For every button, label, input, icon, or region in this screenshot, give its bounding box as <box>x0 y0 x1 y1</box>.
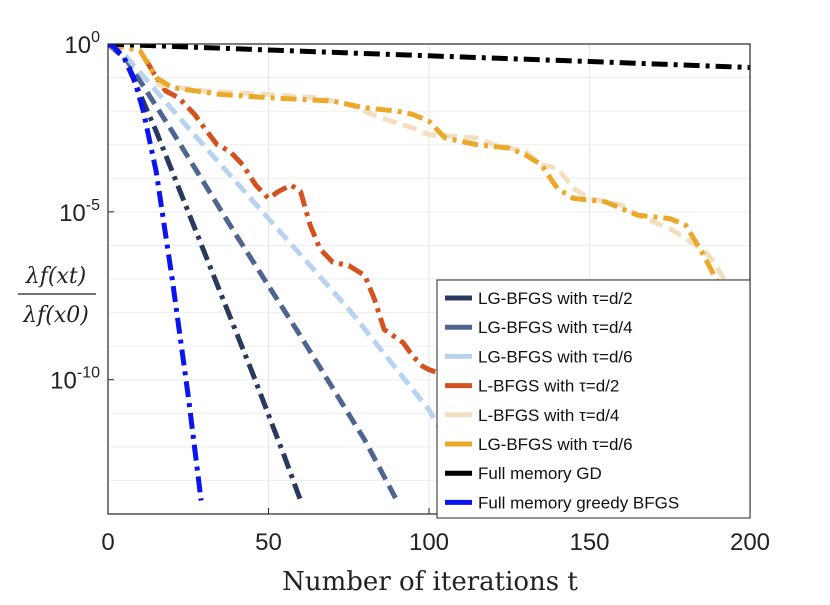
y-tick-label: 10-10 <box>50 365 100 395</box>
series-line-3 <box>108 44 448 439</box>
y-axis-ticks: 100 10-5 10-10 <box>50 29 114 395</box>
series-line-4 <box>144 59 440 376</box>
legend-box <box>436 279 751 519</box>
y-tick-label: 10-5 <box>59 197 100 227</box>
x-tick-label: 200 <box>730 529 770 556</box>
series-layer <box>108 44 750 502</box>
y-axis-label: λf(xt) λf(x0) <box>18 264 96 328</box>
legend-label: L-BFGS with τ=d/4 <box>478 406 619 425</box>
series-line-6 <box>108 44 750 289</box>
legend-label: LG-BFGS with τ=d/4 <box>478 318 633 337</box>
y-axis-label-numerator: λf(xt) <box>25 264 87 289</box>
legend-label: L-BFGS with τ=d/2 <box>478 377 619 396</box>
legend-label: LG-BFGS with τ=d/2 <box>478 289 633 308</box>
series-line-2 <box>108 44 400 502</box>
x-axis-label: Number of iterations t <box>282 567 578 597</box>
legend-label: Full memory greedy BFGS <box>478 493 679 512</box>
x-tick-label: 150 <box>569 529 609 556</box>
y-tick-label: 100 <box>64 29 100 59</box>
x-axis-ticks: 0 50 100 150 200 <box>101 508 770 556</box>
legend-label: LG-BFGS with τ=d/6 <box>478 347 633 366</box>
x-tick-label: 50 <box>255 529 282 556</box>
y-axis-label-denominator: λf(x0) <box>22 303 89 328</box>
legend: LG-BFGS with τ=d/2 LG-BFGS with τ=d/4 LG-B… <box>436 279 751 519</box>
series-line-8 <box>108 44 204 501</box>
legend-label: Full memory GD <box>478 464 602 483</box>
legend-label: LG-BFGS with τ=d/6 <box>478 435 633 454</box>
x-tick-label: 100 <box>409 529 449 556</box>
x-tick-label: 0 <box>101 529 114 556</box>
series-line-7 <box>108 44 750 70</box>
